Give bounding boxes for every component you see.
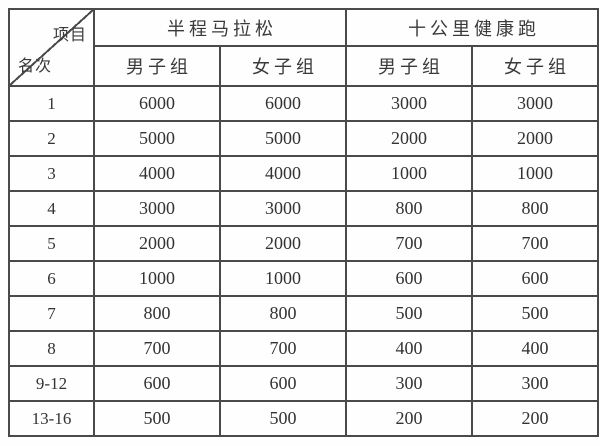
value-cell: 800	[345, 190, 473, 227]
rank-cell: 1	[8, 85, 95, 122]
group-header-10k-run: 十公里健康跑	[345, 8, 599, 47]
sub-header-row: 男子组 女子组 男子组 女子组	[9, 45, 599, 87]
value-cell: 2000	[345, 120, 473, 157]
value-cell: 3000	[471, 85, 599, 122]
value-cell: 200	[345, 400, 473, 437]
prize-table: 项目 名次 半程马拉松 十公里健康跑 男子组 女子组 男子组 女子组 1 600…	[8, 8, 599, 437]
rank-cell: 5	[8, 225, 95, 262]
value-cell: 800	[471, 190, 599, 227]
table-row: 2 5000 5000 2000 2000	[8, 120, 599, 157]
value-cell: 600	[93, 365, 221, 402]
value-cell: 400	[471, 330, 599, 367]
rank-cell: 7	[8, 295, 95, 332]
value-cell: 600	[471, 260, 599, 297]
table-row: 5 2000 2000 700 700	[8, 225, 599, 262]
rank-cell: 9-12	[8, 365, 95, 402]
table-row: 7 800 800 500 500	[8, 295, 599, 332]
rank-cell: 2	[8, 120, 95, 157]
value-cell: 2000	[219, 225, 347, 262]
corner-cell: 项目 名次	[8, 8, 95, 87]
rank-cell: 4	[8, 190, 95, 227]
value-cell: 2000	[93, 225, 221, 262]
value-cell: 600	[219, 365, 347, 402]
value-cell: 300	[345, 365, 473, 402]
value-cell: 200	[471, 400, 599, 437]
value-cell: 800	[93, 295, 221, 332]
group-header-half-marathon: 半程马拉松	[93, 8, 347, 47]
value-cell: 6000	[219, 85, 347, 122]
value-cell: 3000	[219, 190, 347, 227]
table-row: 6 1000 1000 600 600	[8, 260, 599, 297]
subheader-10k-womens: 女子组	[471, 45, 599, 87]
value-cell: 1000	[219, 260, 347, 297]
corner-label-rank: 名次	[18, 58, 53, 75]
value-cell: 3000	[345, 85, 473, 122]
value-cell: 500	[219, 400, 347, 437]
value-cell: 600	[345, 260, 473, 297]
rank-cell: 6	[8, 260, 95, 297]
value-cell: 700	[345, 225, 473, 262]
value-cell: 4000	[219, 155, 347, 192]
table-row: 8 700 700 400 400	[8, 330, 599, 367]
value-cell: 5000	[93, 120, 221, 157]
rank-cell: 3	[8, 155, 95, 192]
table-row: 4 3000 3000 800 800	[8, 190, 599, 227]
table-row: 13-16 500 500 200 200	[8, 400, 599, 437]
value-cell: 5000	[219, 120, 347, 157]
value-cell: 4000	[93, 155, 221, 192]
value-cell: 500	[93, 400, 221, 437]
subheader-half-womens: 女子组	[219, 45, 347, 87]
value-cell: 700	[93, 330, 221, 367]
value-cell: 1000	[345, 155, 473, 192]
value-cell: 700	[219, 330, 347, 367]
value-cell: 3000	[93, 190, 221, 227]
value-cell: 1000	[93, 260, 221, 297]
subheader-10k-mens: 男子组	[345, 45, 473, 87]
value-cell: 800	[219, 295, 347, 332]
table-row: 1 6000 6000 3000 3000	[8, 85, 599, 122]
corner-label-event: 项目	[52, 27, 87, 44]
table-row: 9-12 600 600 300 300	[8, 365, 599, 402]
value-cell: 500	[345, 295, 473, 332]
value-cell: 300	[471, 365, 599, 402]
rank-cell: 8	[8, 330, 95, 367]
value-cell: 6000	[93, 85, 221, 122]
group-header-row: 项目 名次 半程马拉松 十公里健康跑	[8, 8, 599, 87]
value-cell: 1000	[471, 155, 599, 192]
value-cell: 400	[345, 330, 473, 367]
value-cell: 500	[471, 295, 599, 332]
value-cell: 700	[471, 225, 599, 262]
rank-cell: 13-16	[8, 400, 95, 437]
value-cell: 2000	[471, 120, 599, 157]
subheader-half-mens: 男子组	[93, 45, 221, 87]
table-row: 3 4000 4000 1000 1000	[8, 155, 599, 192]
